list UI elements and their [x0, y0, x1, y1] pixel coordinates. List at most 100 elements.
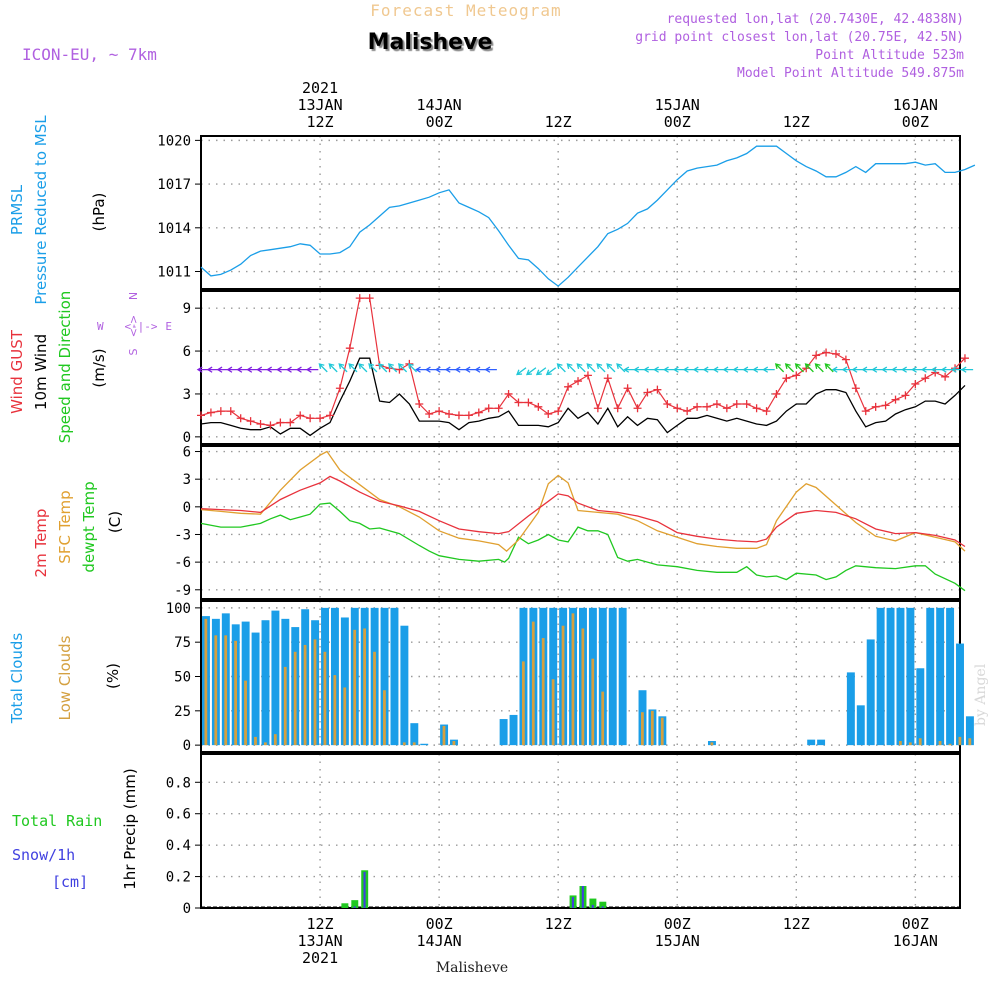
gust-marker	[474, 408, 483, 417]
requested-coords: requested lon,lat (20.7430E, 42.4838N)	[667, 12, 964, 27]
wind-10m-line	[200, 357, 966, 437]
gust-marker	[266, 421, 275, 430]
time-label-bottom: 00Z	[664, 915, 691, 933]
gust-marker	[236, 414, 245, 423]
panel-frame-pressure	[200, 135, 961, 290]
gust-marker	[673, 404, 682, 413]
low-cloud-bar	[650, 710, 654, 746]
snow-bar	[353, 906, 356, 908]
y-tick-label: 0	[183, 738, 191, 754]
y-tick-label: 6	[183, 344, 191, 360]
y-tick-label: 0.4	[166, 838, 191, 854]
wind-direction-arrow	[358, 363, 368, 373]
gust-marker	[901, 391, 910, 400]
low-cloud-bar	[373, 651, 376, 746]
wind-unit-label: (m/s)	[90, 348, 108, 387]
time-label-top: 14JAN	[417, 96, 462, 114]
time-label-top: 00Z	[664, 113, 691, 131]
gust-marker	[772, 389, 781, 398]
gust-marker	[851, 384, 860, 393]
total-cloud-bar	[936, 607, 945, 746]
y-tick-label: 0	[183, 901, 191, 917]
wind-direction-arrow	[368, 363, 378, 373]
total-cloud-bar	[549, 607, 558, 746]
total-cloud-bar	[340, 617, 349, 746]
low-cloud-bar	[601, 691, 605, 746]
low-clouds-label: Low Clouds	[56, 635, 74, 720]
low-cloud-bar	[303, 644, 307, 746]
total-cloud-bar	[251, 632, 260, 746]
time-label-top: 00Z	[902, 113, 929, 131]
wind-direction-arrow	[814, 363, 824, 373]
rain-bar	[599, 901, 607, 908]
wind-label: 10m Wind	[32, 334, 50, 410]
low-cloud-bar	[531, 621, 535, 746]
wind-direction-arrow	[960, 366, 974, 373]
snow-bar	[591, 904, 594, 908]
gust-marker	[960, 354, 969, 363]
total-cloud-bar	[876, 607, 885, 746]
precip-unit-label: 1hr Precip (mm)	[121, 768, 139, 889]
total-cloud-bar	[380, 607, 389, 746]
gust-marker	[484, 404, 493, 413]
total-cloud-bar	[509, 714, 518, 746]
gust-marker	[246, 417, 255, 426]
y-tick-label: 0.6	[166, 807, 191, 823]
gust-marker	[524, 398, 533, 407]
wind-direction-arrow	[576, 363, 586, 373]
total-cloud-bar	[608, 607, 617, 746]
low-cloud-bar	[541, 638, 545, 746]
wind-direction-arrow	[586, 363, 596, 373]
y-tick-label: 1020	[157, 133, 191, 149]
gust-marker	[841, 355, 850, 364]
time-label-top: 13JAN	[297, 96, 342, 114]
wind-direction-arrow	[596, 363, 606, 373]
location-title: Malisheve	[368, 30, 493, 55]
gust-marker	[881, 401, 890, 410]
total-cloud-bar	[400, 625, 409, 746]
total-cloud-bar	[965, 716, 974, 746]
gust-marker	[425, 409, 434, 418]
low-cloud-bar	[264, 742, 267, 746]
compass-e: E	[165, 320, 172, 333]
y-tick-label: 25	[174, 704, 191, 720]
time-label-top: 12Z	[545, 113, 572, 131]
wind-direction-arrow	[784, 363, 795, 373]
low-cloud-bar	[660, 717, 664, 746]
gust-marker	[782, 374, 791, 383]
wind-direction-arrow	[556, 363, 566, 373]
gust-marker	[831, 349, 840, 358]
low-cloud-bar	[323, 651, 327, 746]
y-tick-label: 1014	[157, 221, 191, 237]
compass-s: S	[127, 348, 140, 355]
total-cloud-bar	[807, 739, 816, 746]
low-cloud-bar	[412, 742, 416, 746]
gust-marker	[663, 399, 672, 408]
sfc-temp-line	[200, 450, 966, 552]
low-cloud-bar	[561, 625, 565, 746]
gust-marker	[454, 411, 463, 420]
low-cloud-bar	[551, 679, 555, 746]
total-cloud-bar	[866, 639, 875, 746]
total-cloud-bar	[926, 607, 935, 746]
gust-marker	[921, 374, 930, 383]
total-rain-label: Total Rain	[12, 812, 102, 830]
total-cloud-bar	[598, 607, 607, 746]
wind-direction-arrow	[407, 363, 418, 373]
wind-direction-arrow	[824, 363, 834, 373]
gust-marker	[435, 407, 444, 416]
gust-marker	[613, 404, 622, 413]
pressure-label-short: PRMSL	[8, 184, 26, 235]
y-tick-label: 6	[183, 445, 191, 461]
rain-bar	[351, 900, 359, 908]
gust-marker	[891, 395, 900, 404]
gust-marker	[792, 371, 801, 380]
gust-marker	[256, 419, 265, 428]
total-clouds-label: Total Clouds	[8, 633, 26, 725]
gust-marker	[306, 414, 315, 423]
y-tick-label: -3	[174, 527, 191, 543]
gust-marker	[206, 408, 215, 417]
total-cloud-bar	[886, 607, 895, 746]
gust-marker	[633, 404, 642, 413]
time-label-top: 16JAN	[893, 96, 938, 114]
